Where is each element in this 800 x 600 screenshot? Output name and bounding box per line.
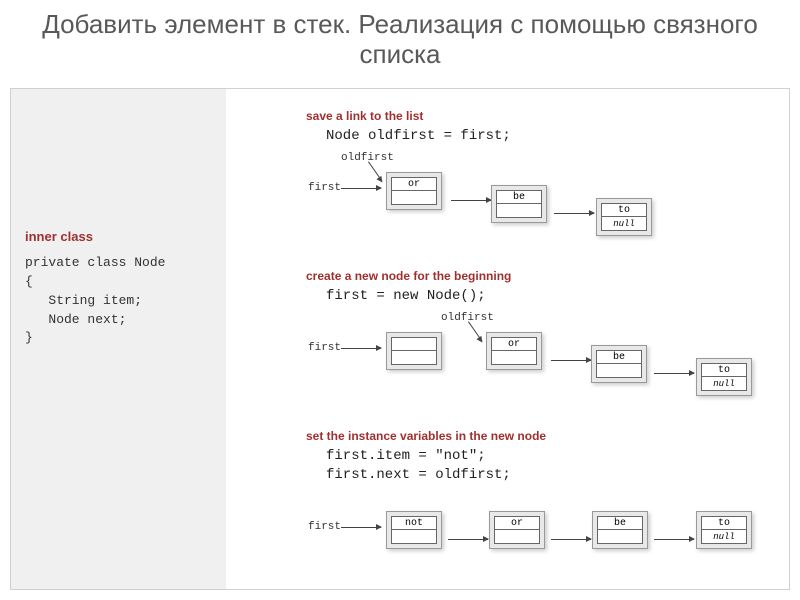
node-next-cell [494, 530, 540, 544]
node-next-cell [391, 530, 437, 544]
node-item-cell: to [701, 516, 747, 530]
node-item-cell: or [494, 516, 540, 530]
node-next-cell [391, 191, 437, 205]
arrow-icon [654, 539, 694, 540]
step-label: save a link to the list [306, 109, 789, 123]
sidebar: inner class private class Node { String … [11, 89, 226, 589]
arrow-icon [448, 539, 488, 540]
arrow-icon [341, 527, 381, 528]
node-item-cell: to [701, 363, 747, 377]
arrow-icon [554, 213, 594, 214]
pointer-label: first [308, 521, 341, 533]
node-next-cell: null [701, 377, 747, 391]
list-node: tonull [596, 198, 652, 236]
arrow-icon [468, 321, 483, 341]
node-item-cell [391, 337, 437, 351]
node-item-cell: or [491, 337, 537, 351]
linked-list-diagram: oldfirstfirstorbetonull [226, 150, 789, 240]
list-node [386, 332, 442, 370]
node-item-cell: be [596, 350, 642, 364]
arrow-icon [551, 539, 591, 540]
step: create a new node for the beginning first… [226, 269, 789, 400]
list-node: or [486, 332, 542, 370]
list-node: tonull [696, 511, 752, 549]
node-next-cell [596, 364, 642, 378]
inner-class-label: inner class [25, 229, 216, 244]
node-next-cell [391, 351, 437, 365]
step-code: first.item = "not"; first.next = oldfirs… [326, 447, 789, 485]
node-item-cell: be [496, 190, 542, 204]
list-node: be [491, 185, 547, 223]
step: set the instance variables in the new no… [226, 429, 789, 579]
step-label: set the instance variables in the new no… [306, 429, 789, 443]
arrow-icon [551, 360, 591, 361]
list-node: be [592, 511, 648, 549]
node-next-cell: null [701, 530, 747, 544]
arrow-icon [341, 348, 381, 349]
list-node: be [591, 345, 647, 383]
arrow-icon [341, 188, 381, 189]
pointer-label: first [308, 182, 341, 194]
node-item-cell: be [597, 516, 643, 530]
node-next-cell [491, 351, 537, 365]
arrow-icon [368, 161, 383, 181]
node-item-cell: to [601, 203, 647, 217]
slide-title: Добавить элемент в стек. Реализация с по… [0, 0, 800, 78]
slide: Добавить элемент в стек. Реализация с по… [0, 0, 800, 600]
step: save a link to the list Node oldfirst = f… [226, 109, 789, 240]
inner-class-code: private class Node { String item; Node n… [25, 254, 216, 348]
list-node: or [489, 511, 545, 549]
node-next-cell [597, 530, 643, 544]
step-code: Node oldfirst = first; [326, 127, 789, 146]
arrow-icon [451, 200, 491, 201]
step-code: first = new Node(); [326, 287, 789, 306]
list-node: tonull [696, 358, 752, 396]
step-label: create a new node for the beginning [306, 269, 789, 283]
arrow-icon [654, 373, 694, 374]
node-item-cell: not [391, 516, 437, 530]
list-node: not [386, 511, 442, 549]
main-panel: save a link to the list Node oldfirst = f… [226, 89, 789, 589]
linked-list-diagram: first not or be tonull [226, 489, 789, 579]
list-node: or [386, 172, 442, 210]
node-next-cell: null [601, 217, 647, 231]
pointer-label: first [308, 342, 341, 354]
node-item-cell: or [391, 177, 437, 191]
node-next-cell [496, 204, 542, 218]
linked-list-diagram: oldfirstfirstorbetonull [226, 310, 789, 400]
content-area: inner class private class Node { String … [10, 88, 790, 590]
